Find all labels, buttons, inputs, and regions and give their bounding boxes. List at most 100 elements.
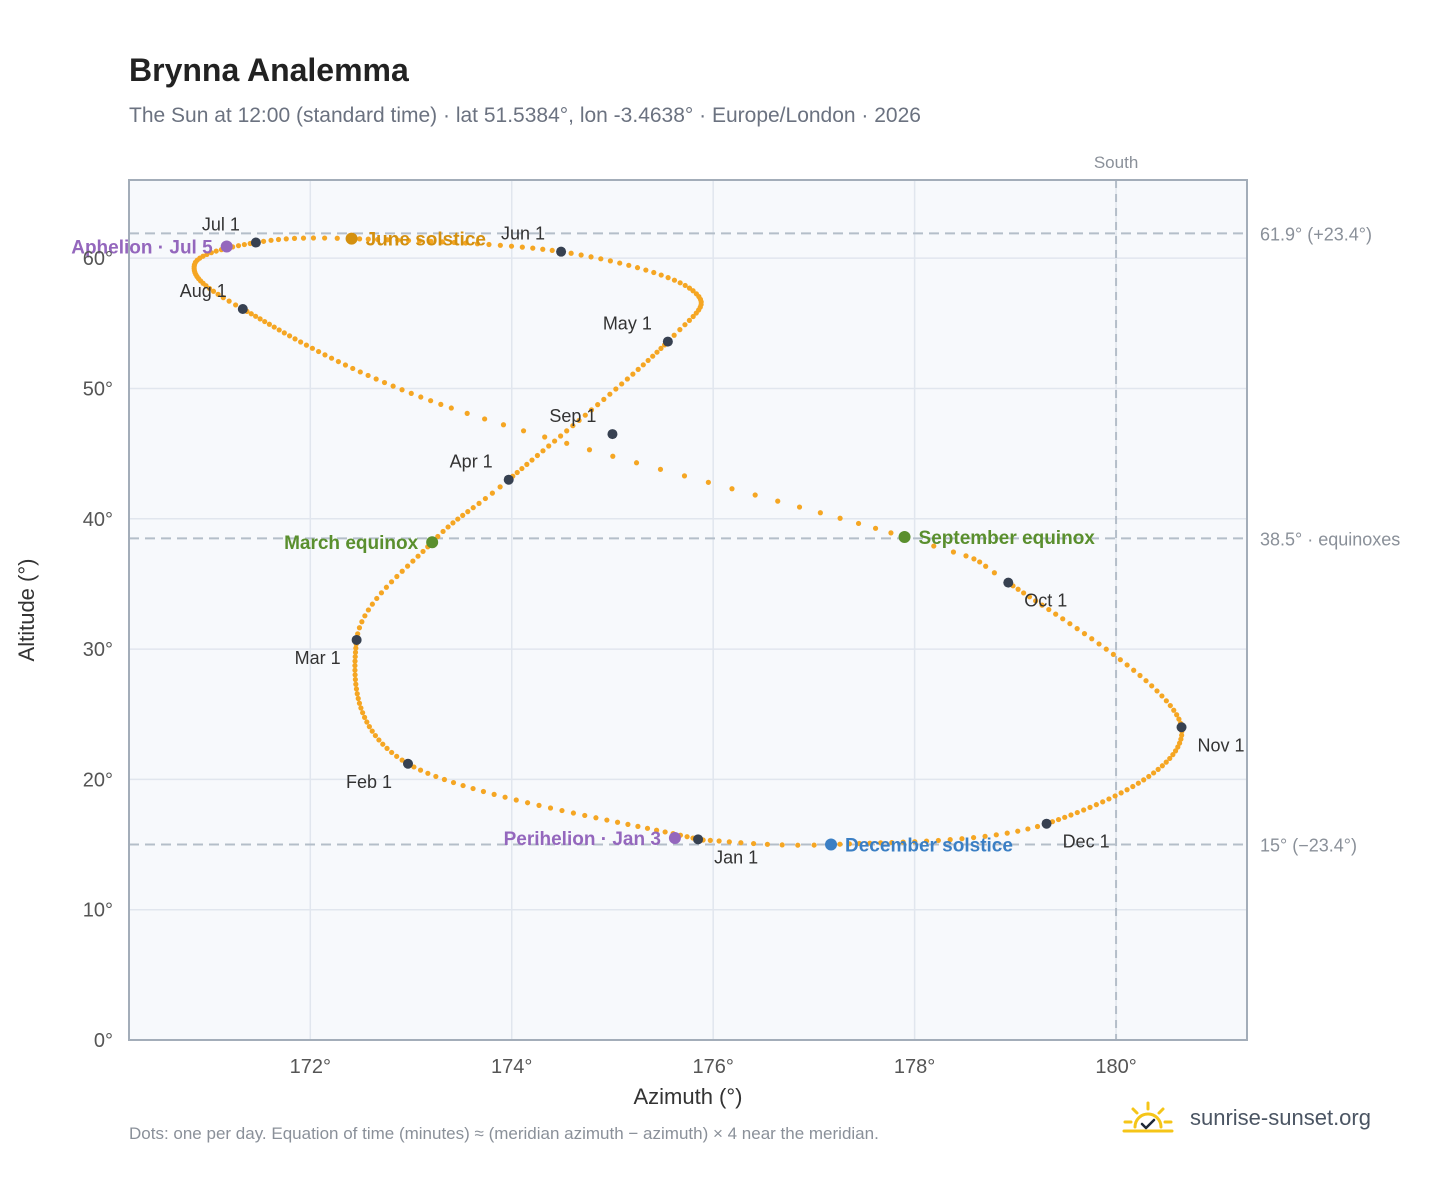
x-tick-label: 180° <box>1095 1056 1136 1078</box>
daily-sun-dot <box>420 548 426 555</box>
month-marker-label: Jul 1 <box>202 215 240 235</box>
daily-sun-dot <box>465 509 471 515</box>
daily-sun-dot <box>275 236 282 243</box>
daily-sun-dot <box>564 428 570 434</box>
daily-sun-dot <box>640 362 646 368</box>
daily-sun-dot <box>405 237 412 244</box>
x-tick-label: 178° <box>894 1056 935 1078</box>
daily-sun-dot <box>204 251 210 258</box>
daily-sun-dot <box>959 836 965 842</box>
daily-sun-dot <box>1068 812 1074 818</box>
daily-sun-dot <box>292 336 298 342</box>
daily-sun-dot <box>635 366 641 372</box>
daily-sun-dot <box>686 285 693 291</box>
daily-sun-dot <box>837 841 843 847</box>
daily-sun-dot <box>607 391 613 397</box>
daily-sun-dot <box>752 492 758 498</box>
daily-sun-dot <box>716 838 722 844</box>
daily-sun-dot <box>374 595 380 602</box>
daily-sun-dot <box>206 285 213 292</box>
daily-sun-dot <box>353 686 360 692</box>
daily-sun-dot <box>455 516 461 522</box>
daily-sun-dot <box>684 834 690 840</box>
daily-sun-dot <box>856 840 862 847</box>
daily-sun-dot <box>686 317 692 323</box>
daily-sun-dot <box>369 728 375 734</box>
daily-sun-dot <box>502 794 508 800</box>
daily-sun-dot <box>888 530 894 536</box>
event-markers: June solstice December solstice March equi… <box>71 230 1095 857</box>
daily-sun-dot <box>364 719 370 725</box>
brand-logo[interactable]: sunrise-sunset.org <box>1120 1100 1371 1136</box>
daily-sun-dot <box>576 417 582 424</box>
daily-sun-dot <box>568 250 574 256</box>
daily-sun-dot <box>1151 770 1157 776</box>
daily-sun-dot <box>362 613 368 619</box>
month-marker-label: Jan 1 <box>714 847 758 867</box>
daily-sun-dot <box>601 396 607 402</box>
daily-sun-dot <box>253 313 259 319</box>
daily-sun-dot <box>1074 809 1080 816</box>
daily-sun-dot <box>1067 621 1073 627</box>
daily-sun-dot <box>923 838 930 844</box>
y-tick-label: 40° <box>83 509 113 531</box>
daily-sun-dot <box>991 570 997 576</box>
daily-sun-dot <box>410 558 416 564</box>
daily-sun-dot <box>681 473 688 479</box>
y-tick-label: 30° <box>83 639 113 661</box>
daily-sun-dot <box>439 239 446 245</box>
daily-sun-dot <box>977 559 983 565</box>
daily-sun-dot <box>1053 611 1059 617</box>
daily-sun-dot <box>356 236 363 242</box>
axes: 172° 174° 176° 178° 180° 0° 10° 20° 30° 40° 50° 60°… <box>14 248 1137 1109</box>
month-marker-label: Apr 1 <box>450 452 493 472</box>
daily-sun-dot <box>607 258 613 264</box>
daily-sun-dot <box>220 295 226 301</box>
daily-sun-dot <box>633 460 640 466</box>
daily-sun-dot <box>353 681 359 687</box>
daily-sun-dot <box>1112 793 1118 799</box>
daily-sun-dot <box>365 372 371 379</box>
daily-sun-dot <box>418 394 424 400</box>
daily-sun-dot <box>497 484 503 490</box>
daily-sun-dot <box>352 658 358 664</box>
month-marker-dot <box>1041 818 1052 829</box>
event-label: March equinox <box>284 533 419 554</box>
event-label: September equinox <box>919 528 1096 549</box>
daily-sun-dot <box>276 327 282 333</box>
daily-sun-dot <box>384 745 390 751</box>
daily-sun-dot <box>335 358 341 365</box>
daily-sun-dot <box>1149 683 1155 689</box>
daily-sun-dot <box>750 840 757 847</box>
daily-sun-dot <box>690 288 696 294</box>
month-marker-dot <box>402 758 413 769</box>
daily-sun-dot <box>1081 807 1087 813</box>
daily-sun-dot <box>513 797 519 803</box>
event-marker-dot <box>220 240 233 253</box>
daily-sun-dot <box>298 339 304 345</box>
daily-sun-dot <box>334 235 340 241</box>
daily-sun-dot <box>1087 804 1093 810</box>
daily-sun-dot <box>682 322 688 328</box>
daily-sun-dot <box>399 568 405 574</box>
daily-sun-dot <box>1143 678 1149 684</box>
daily-sun-dot <box>1159 763 1165 769</box>
daily-sun-dot <box>451 239 457 246</box>
event-marker-dot <box>668 832 681 845</box>
daily-sun-dot <box>1159 693 1165 699</box>
daily-sun-dot <box>360 710 366 716</box>
daily-sun-dot <box>352 672 358 678</box>
daily-sun-dot <box>1146 773 1152 780</box>
sun-logo-icon <box>1122 1101 1174 1133</box>
daily-sun-dot <box>286 333 293 339</box>
daily-sun-dot <box>878 840 884 846</box>
plot-frame <box>128 179 1248 1041</box>
daily-sun-dot <box>257 316 263 322</box>
daily-sun-dot <box>365 236 371 242</box>
daily-sun-dot <box>309 345 316 351</box>
daily-sun-dot <box>440 528 446 535</box>
daily-sun-dot <box>604 817 610 823</box>
daily-sun-dot <box>582 412 588 418</box>
daily-sun-dot <box>352 654 358 660</box>
daily-sun-dot <box>1110 651 1116 658</box>
